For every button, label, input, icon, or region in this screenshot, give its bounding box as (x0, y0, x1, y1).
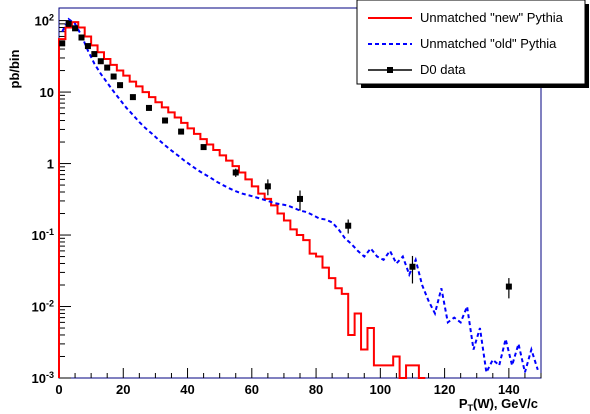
x-tick-label: 140 (498, 382, 520, 397)
y-tick-label: 1 (47, 157, 54, 172)
legend: Unmatched "new" Pythia Unmatched "old" P… (356, 0, 589, 88)
x-tick-label: 120 (434, 382, 456, 397)
data-point (162, 117, 169, 124)
x-tick-label: 60 (245, 382, 259, 397)
data-point (97, 58, 104, 65)
data-point (59, 40, 66, 47)
data-point (345, 222, 352, 229)
legend-label-d0-data: D0 data (420, 62, 466, 77)
x-tick-label: 0 (55, 382, 62, 397)
data-point (232, 169, 239, 176)
x-tick-label: 20 (116, 382, 130, 397)
data-point (264, 183, 271, 190)
data-point (117, 82, 124, 89)
x-axis-label-sub: T (467, 403, 473, 413)
data-point (129, 94, 136, 101)
x-axis-label-main: P (459, 396, 468, 411)
data-point (72, 25, 79, 32)
series-old-pythia-line (61, 17, 539, 376)
data-point (104, 64, 111, 71)
y-tick-label: 10-2 (32, 299, 54, 315)
data-point (409, 263, 416, 270)
data-point (110, 73, 117, 80)
x-tick-label: 40 (180, 382, 194, 397)
data-point (200, 144, 207, 151)
y-axis-label: pb/bin (7, 49, 22, 88)
data-points-layer (59, 20, 512, 299)
data-point (297, 195, 303, 202)
x-tick-label: 80 (309, 382, 323, 397)
x-axis-label: PT(W), GeV/c (459, 396, 538, 413)
x-tick-label: 100 (369, 382, 391, 397)
series-new-pythia-line (58, 21, 426, 379)
data-point (84, 43, 91, 50)
y-tick-labels: 102 10 1 10-1 10-2 10-3 (32, 13, 54, 386)
y-tick-label: 102 (35, 13, 54, 29)
data-point (65, 20, 72, 27)
y-tick-label: 10 (40, 85, 54, 100)
legend-label-old-pythia: Unmatched "old" Pythia (420, 36, 557, 51)
y-tick-label: 10-3 (32, 370, 54, 386)
series-layer (58, 17, 539, 379)
data-point (145, 104, 152, 111)
data-point (178, 128, 185, 135)
x-axis-label-rest: (W), GeV/c (473, 396, 538, 411)
data-point (505, 283, 512, 290)
legend-label-new-pythia: Unmatched "new" Pythia (420, 10, 564, 25)
x-tick-labels: 0 20 40 60 80 100 120 140 (55, 382, 519, 397)
y-tick-label: 10-1 (32, 227, 54, 243)
data-point (78, 34, 85, 41)
legend-swatch-d0-data-marker (387, 67, 393, 73)
data-point (91, 51, 98, 58)
